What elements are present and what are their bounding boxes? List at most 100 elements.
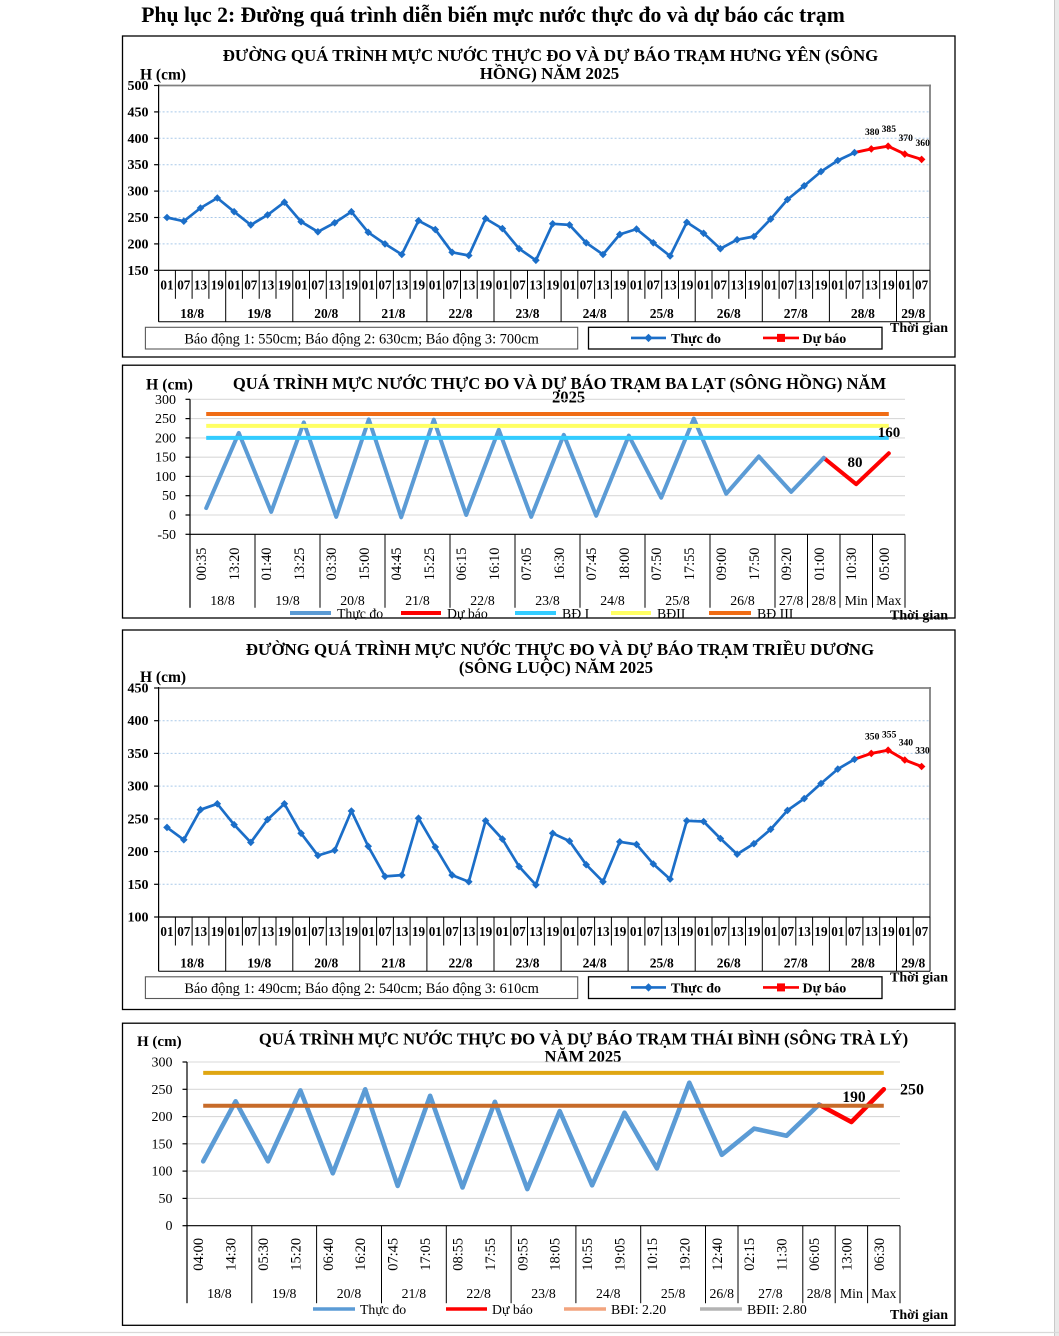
svg-text:Thực đo: Thực đo [337, 606, 383, 621]
svg-text:13: 13 [328, 277, 342, 292]
svg-text:Thực đo: Thực đo [671, 332, 721, 347]
svg-text:07: 07 [915, 277, 929, 292]
svg-text:22/8: 22/8 [470, 593, 495, 608]
svg-text:19: 19 [211, 277, 225, 292]
svg-text:18/8: 18/8 [210, 593, 235, 608]
svg-text:08:55: 08:55 [451, 1238, 467, 1271]
svg-text:Dự báo: Dự báo [803, 332, 847, 347]
svg-text:18:05: 18:05 [548, 1238, 564, 1271]
svg-text:01: 01 [831, 924, 844, 939]
svg-text:Thời gian: Thời gian [890, 971, 948, 986]
svg-text:23/8: 23/8 [535, 593, 560, 608]
svg-text:13:20: 13:20 [227, 548, 243, 581]
svg-text:15:00: 15:00 [357, 548, 373, 581]
svg-text:29/8: 29/8 [901, 956, 925, 971]
svg-text:01: 01 [563, 277, 576, 292]
svg-text:150: 150 [155, 451, 176, 466]
svg-text:13: 13 [731, 924, 745, 939]
svg-text:13: 13 [261, 277, 275, 292]
svg-text:17:05: 17:05 [418, 1238, 434, 1271]
svg-text:28/8: 28/8 [807, 1286, 832, 1301]
svg-text:06:40: 06:40 [321, 1238, 337, 1271]
svg-text:370: 370 [899, 133, 914, 144]
svg-text:160: 160 [878, 425, 901, 441]
svg-text:24/8: 24/8 [596, 1286, 621, 1301]
svg-text:28/8: 28/8 [851, 306, 875, 321]
svg-text:11:30: 11:30 [775, 1238, 791, 1270]
svg-text:0: 0 [166, 1219, 173, 1234]
svg-text:23/8: 23/8 [531, 1286, 556, 1301]
svg-text:13: 13 [194, 924, 208, 939]
svg-text:01: 01 [228, 277, 241, 292]
svg-text:H (cm): H (cm) [140, 67, 186, 84]
svg-text:250: 250 [128, 812, 149, 827]
svg-text:13: 13 [462, 924, 476, 939]
svg-text:13: 13 [529, 924, 543, 939]
svg-text:04:45: 04:45 [389, 548, 405, 581]
svg-text:13: 13 [596, 924, 610, 939]
svg-text:07: 07 [513, 924, 527, 939]
svg-text:21/8: 21/8 [381, 306, 405, 321]
svg-text:07:05: 07:05 [519, 548, 535, 581]
svg-text:07: 07 [446, 277, 460, 292]
svg-text:200: 200 [155, 431, 176, 446]
svg-text:01: 01 [764, 277, 777, 292]
svg-text:13: 13 [731, 277, 745, 292]
svg-text:300: 300 [128, 185, 149, 200]
svg-text:450: 450 [128, 682, 149, 697]
svg-text:13: 13 [664, 277, 678, 292]
svg-text:21/8: 21/8 [405, 593, 430, 608]
svg-text:19: 19 [546, 924, 560, 939]
svg-text:29/8: 29/8 [901, 306, 925, 321]
svg-text:50: 50 [162, 489, 176, 504]
svg-text:H (cm): H (cm) [146, 377, 193, 394]
svg-text:355: 355 [882, 730, 897, 741]
svg-text:50: 50 [159, 1192, 173, 1207]
svg-text:07: 07 [781, 924, 795, 939]
svg-text:Phụ lục 2: Đường quá trình diễ: Phụ lục 2: Đường quá trình diễn biến mực… [141, 3, 845, 27]
svg-text:09:00: 09:00 [714, 548, 730, 581]
svg-text:QUÁ TRÌNH MỰC NƯỚC THỰC ĐO VÀ: QUÁ TRÌNH MỰC NƯỚC THỰC ĐO VÀ DỰ BÁO TRẠ… [233, 373, 887, 393]
svg-text:23/8: 23/8 [515, 956, 539, 971]
svg-text:20/8: 20/8 [340, 593, 365, 608]
svg-text:Max: Max [876, 593, 901, 608]
svg-text:19: 19 [546, 277, 560, 292]
svg-text:19: 19 [479, 277, 493, 292]
svg-text:17:50: 17:50 [747, 548, 763, 581]
svg-text:100: 100 [155, 470, 176, 485]
svg-text:17:55: 17:55 [483, 1238, 499, 1271]
svg-text:19: 19 [882, 277, 896, 292]
svg-text:07:45: 07:45 [386, 1238, 402, 1271]
svg-text:Max: Max [871, 1286, 896, 1301]
svg-text:150: 150 [128, 264, 149, 279]
svg-text:16:30: 16:30 [552, 548, 568, 581]
svg-text:07: 07 [580, 277, 594, 292]
svg-text:19: 19 [345, 277, 359, 292]
svg-text:18/8: 18/8 [207, 1286, 232, 1301]
svg-text:(SÔNG LUỘC) NĂM 2025: (SÔNG LUỘC) NĂM 2025 [459, 658, 653, 677]
svg-text:07:50: 07:50 [649, 548, 665, 581]
svg-text:15:25: 15:25 [422, 548, 438, 581]
svg-text:22/8: 22/8 [448, 306, 472, 321]
svg-text:07:45: 07:45 [584, 548, 600, 581]
svg-text:01: 01 [898, 924, 911, 939]
svg-text:28/8: 28/8 [851, 956, 875, 971]
svg-text:07: 07 [848, 277, 862, 292]
svg-text:19: 19 [412, 924, 426, 939]
svg-text:13: 13 [664, 924, 678, 939]
svg-text:385: 385 [882, 124, 897, 135]
svg-text:13:00: 13:00 [839, 1238, 855, 1271]
svg-text:10:30: 10:30 [844, 548, 860, 581]
svg-text:26/8: 26/8 [717, 306, 741, 321]
svg-text:01: 01 [496, 277, 509, 292]
svg-text:250: 250 [155, 412, 176, 427]
svg-text:01: 01 [764, 924, 777, 939]
svg-text:360: 360 [916, 138, 931, 149]
svg-text:12:40: 12:40 [710, 1238, 726, 1271]
svg-text:200: 200 [128, 845, 149, 860]
svg-text:27/8: 27/8 [784, 956, 808, 971]
svg-text:07: 07 [580, 924, 594, 939]
svg-text:23/8: 23/8 [515, 306, 539, 321]
svg-text:100: 100 [128, 911, 149, 926]
svg-text:09:55: 09:55 [515, 1238, 531, 1271]
